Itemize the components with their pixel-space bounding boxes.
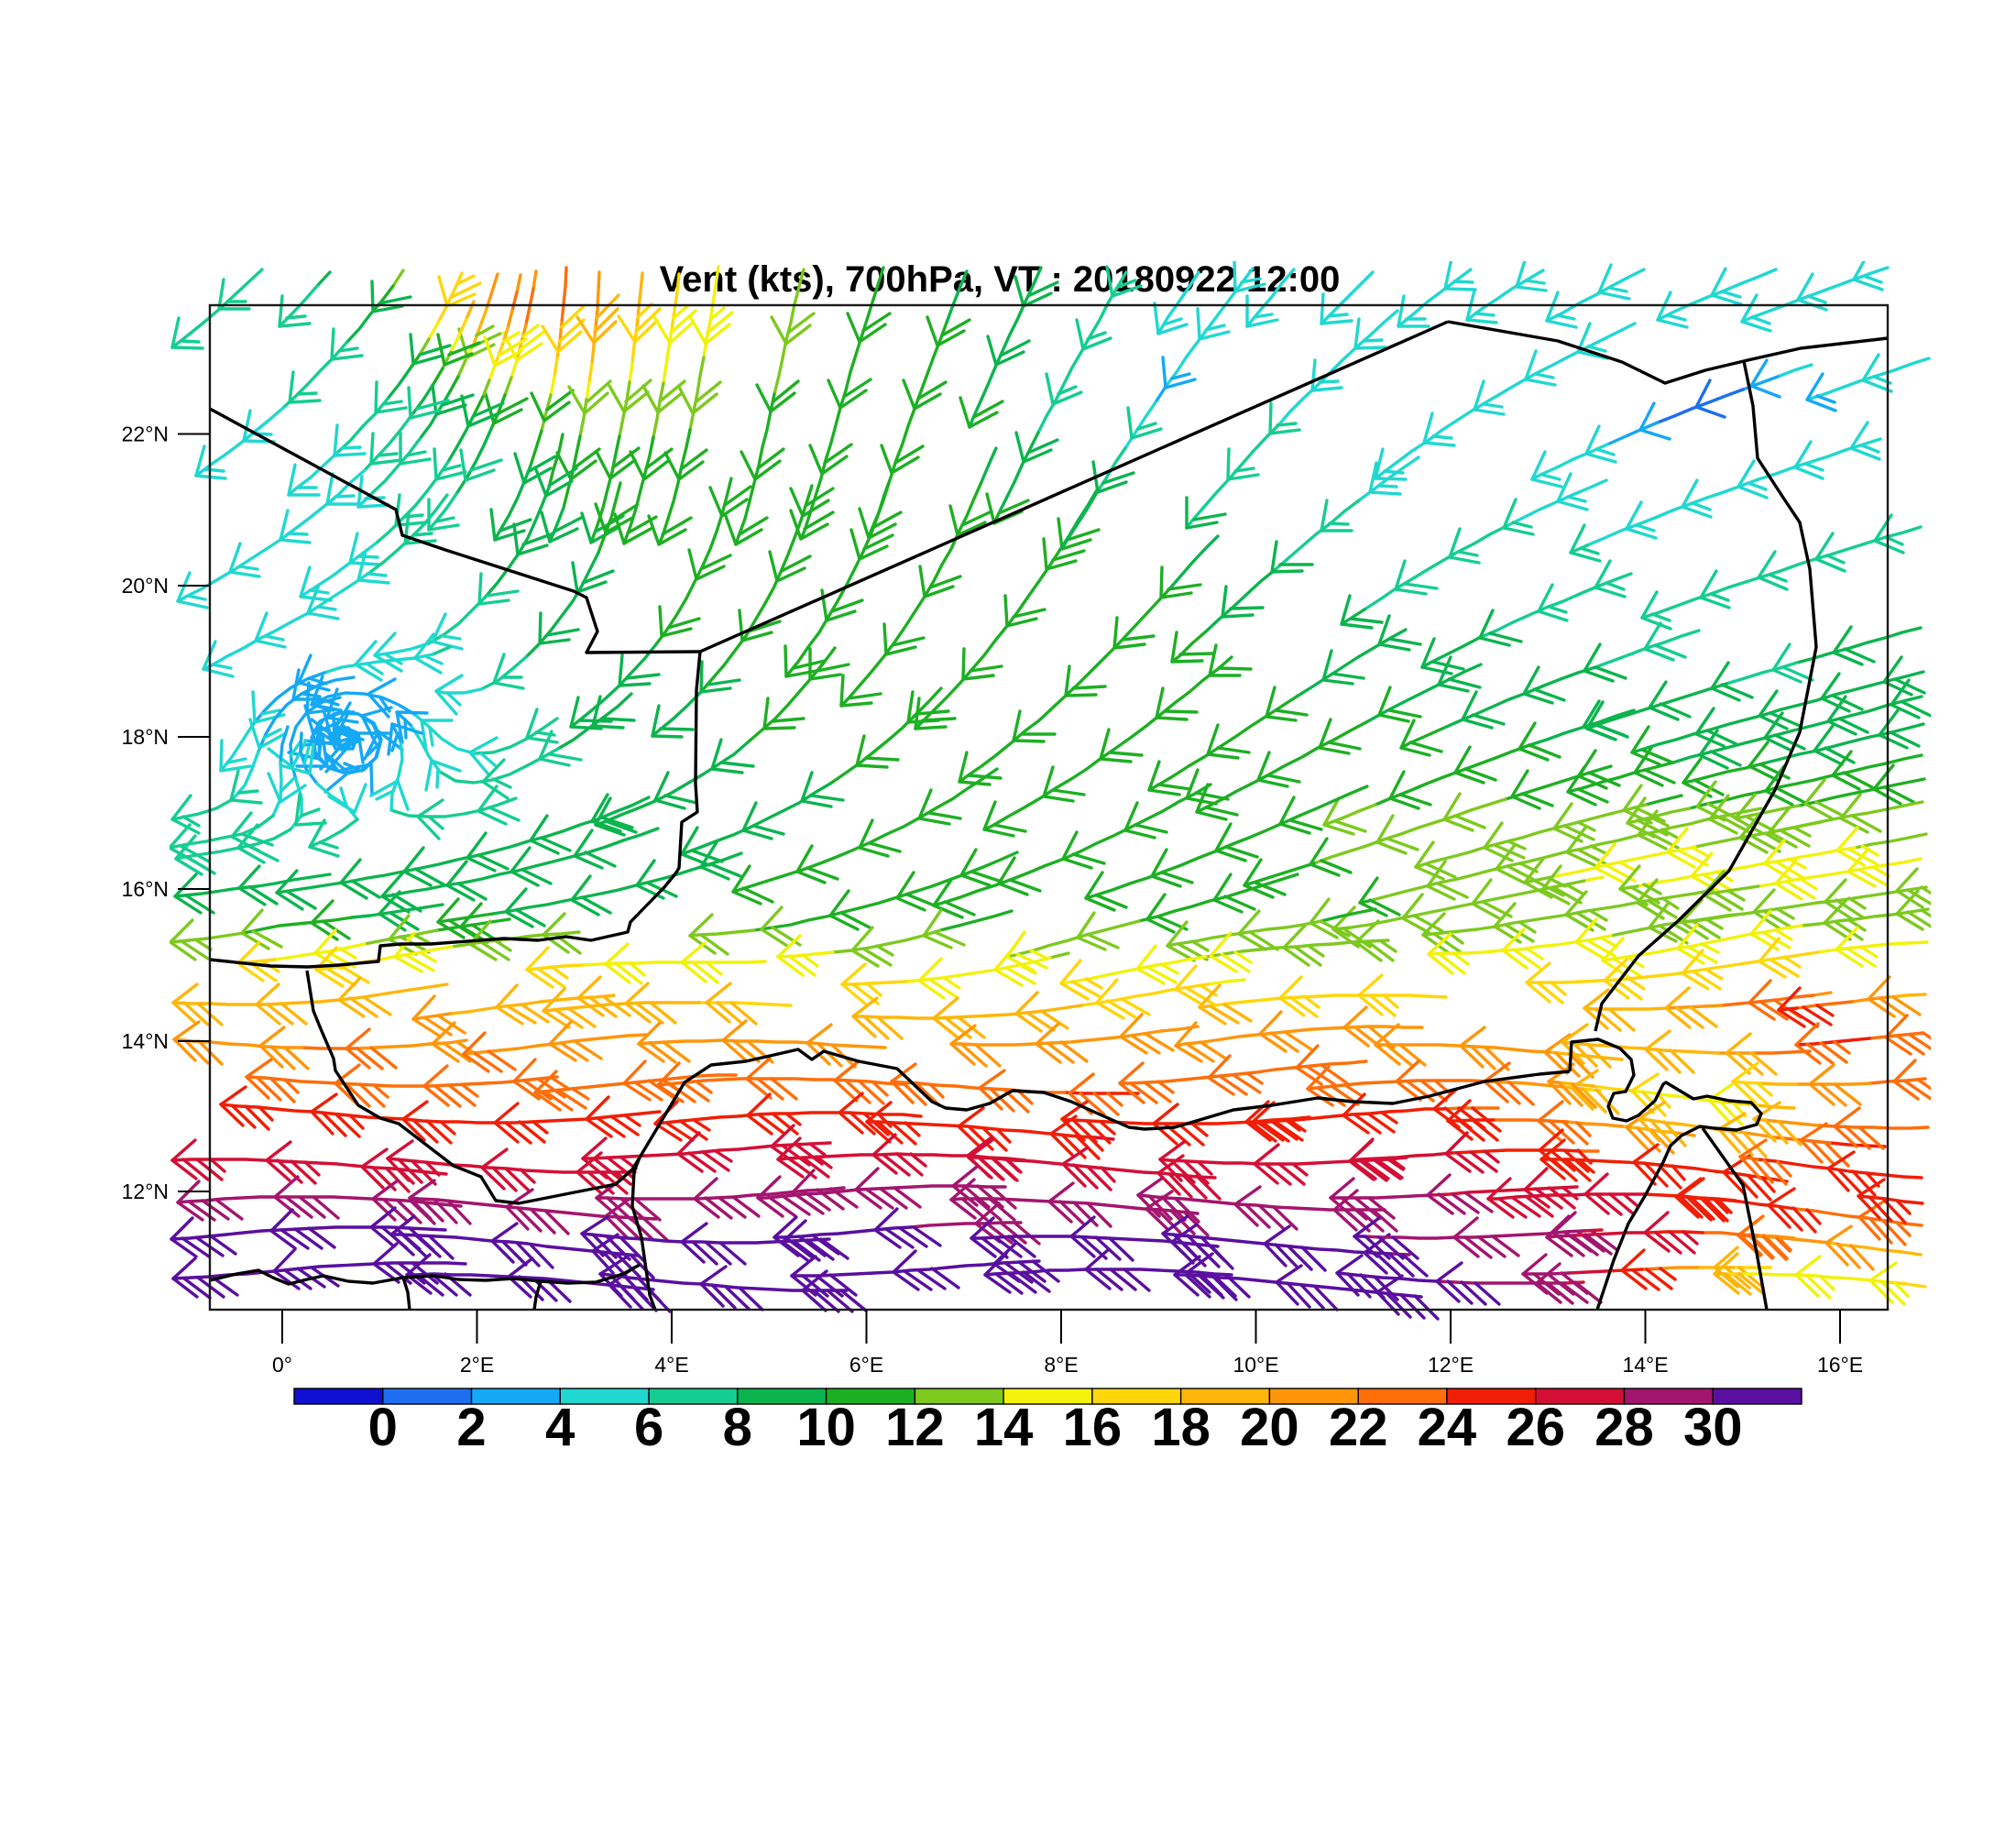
svg-text:2°E: 2°E (460, 1353, 494, 1377)
svg-text:24: 24 (1418, 1398, 1477, 1457)
svg-text:8: 8 (723, 1398, 752, 1457)
svg-text:6°E: 6°E (849, 1353, 883, 1377)
svg-text:28: 28 (1594, 1398, 1654, 1457)
svg-text:30: 30 (1683, 1398, 1743, 1457)
svg-text:10: 10 (796, 1398, 856, 1457)
svg-text:8°E: 8°E (1044, 1353, 1078, 1377)
svg-text:2: 2 (456, 1398, 486, 1457)
svg-text:4°E: 4°E (654, 1353, 688, 1377)
svg-text:12°E: 12°E (1428, 1353, 1474, 1377)
svg-text:26: 26 (1506, 1398, 1565, 1457)
svg-text:22: 22 (1329, 1398, 1388, 1457)
svg-text:4: 4 (545, 1398, 575, 1457)
svg-text:14°N: 14°N (122, 1029, 169, 1053)
svg-text:20°N: 20°N (122, 574, 169, 598)
svg-text:18: 18 (1151, 1398, 1211, 1457)
svg-text:0°: 0° (272, 1353, 292, 1377)
svg-text:Vent (kts), 700hPa, VT : 20180: Vent (kts), 700hPa, VT : 20180922 12:00 (660, 259, 1341, 300)
svg-text:6: 6 (634, 1398, 663, 1457)
svg-text:18°N: 18°N (122, 725, 169, 749)
svg-text:12°N: 12°N (122, 1180, 169, 1203)
svg-text:0: 0 (368, 1398, 398, 1457)
svg-text:12: 12 (885, 1398, 945, 1457)
svg-text:16°E: 16°E (1817, 1353, 1863, 1377)
svg-text:20: 20 (1240, 1398, 1299, 1457)
svg-text:14: 14 (974, 1398, 1034, 1457)
svg-text:22°N: 22°N (122, 423, 169, 446)
svg-text:16: 16 (1063, 1398, 1123, 1457)
svg-text:10°E: 10°E (1233, 1353, 1278, 1377)
svg-text:16°N: 16°N (122, 877, 169, 901)
svg-text:14°E: 14°E (1622, 1353, 1668, 1377)
